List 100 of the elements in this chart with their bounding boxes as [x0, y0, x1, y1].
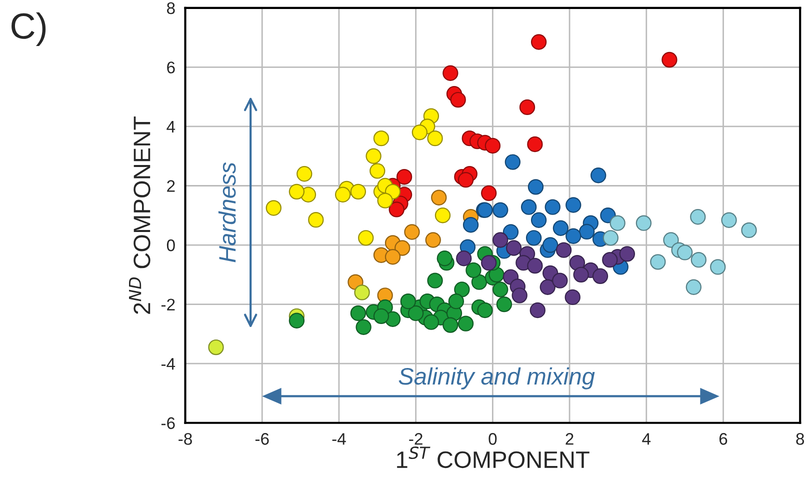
- point: [350, 305, 366, 322]
- point: [350, 184, 366, 200]
- point: [394, 240, 410, 256]
- point: [481, 254, 497, 271]
- point: [676, 244, 693, 260]
- point: [484, 138, 501, 154]
- x-tick-label: 6: [719, 433, 728, 445]
- point: [481, 185, 497, 201]
- point: [388, 202, 404, 218]
- point: [334, 186, 351, 202]
- point: [458, 172, 474, 188]
- point: [288, 312, 305, 328]
- point: [425, 232, 441, 248]
- x-axis-title: 1$^{ST}$ COMPONENT: [397, 446, 590, 468]
- point: [208, 339, 224, 356]
- point: [512, 288, 528, 304]
- point: [650, 254, 666, 270]
- point: [636, 215, 652, 231]
- point: [710, 259, 726, 275]
- point: [566, 197, 582, 213]
- point: [448, 294, 464, 310]
- point: [610, 215, 626, 231]
- annotation: Hardness: [218, 162, 236, 262]
- point: [566, 228, 582, 244]
- x-tick-label: -4: [332, 433, 346, 445]
- point: [492, 202, 508, 218]
- point: [358, 230, 374, 246]
- chart-title: C): [12, 12, 46, 46]
- point: [519, 99, 536, 116]
- point: [462, 217, 479, 233]
- y-tick-label: 0: [166, 239, 175, 252]
- point: [442, 65, 458, 81]
- y-tick-label: 8: [166, 2, 175, 14]
- point: [528, 179, 544, 195]
- point: [354, 284, 370, 300]
- point: [686, 279, 702, 295]
- point: [602, 230, 618, 246]
- y-tick-label: -2: [161, 298, 175, 310]
- point: [502, 224, 519, 240]
- point: [530, 302, 546, 318]
- point: [690, 252, 706, 268]
- x-tick-label: -6: [255, 433, 269, 445]
- point: [530, 34, 547, 50]
- point: [373, 308, 390, 324]
- point: [288, 184, 305, 200]
- point: [434, 208, 451, 224]
- point: [477, 302, 493, 318]
- point: [544, 199, 560, 215]
- point: [384, 249, 401, 265]
- point: [396, 169, 412, 185]
- point: [404, 224, 420, 240]
- point: [423, 314, 440, 330]
- point: [373, 130, 390, 146]
- point: [492, 232, 508, 248]
- point: [504, 154, 520, 170]
- point: [590, 168, 606, 184]
- point: [526, 230, 542, 246]
- point: [471, 274, 488, 290]
- x-tick-label: -2: [409, 433, 422, 445]
- point: [721, 212, 737, 228]
- y-tick-label: 2: [167, 180, 175, 192]
- point: [412, 124, 428, 140]
- y-tick-label: -6: [161, 417, 175, 430]
- point: [527, 258, 543, 274]
- x-tick-label: -8: [178, 433, 192, 445]
- point: [370, 163, 386, 179]
- y-tick-label: 4: [166, 121, 176, 133]
- point: [690, 209, 706, 225]
- point: [427, 130, 443, 146]
- point: [520, 199, 537, 215]
- point: [527, 136, 543, 152]
- point: [366, 148, 382, 164]
- point: [530, 212, 547, 228]
- point: [408, 305, 424, 322]
- point: [308, 212, 324, 228]
- point: [564, 289, 580, 306]
- point: [456, 250, 472, 266]
- x-tick-label: 2: [566, 433, 574, 445]
- point: [377, 192, 393, 208]
- point: [578, 224, 595, 240]
- point: [427, 272, 443, 288]
- point: [400, 294, 416, 310]
- point: [466, 262, 482, 278]
- annotation: Salinity and mixing: [398, 367, 595, 390]
- point: [431, 190, 447, 206]
- point: [619, 246, 636, 262]
- point: [573, 266, 589, 282]
- point: [556, 242, 572, 258]
- point: [741, 222, 757, 238]
- point: [592, 268, 608, 284]
- point: [496, 296, 512, 312]
- point: [356, 319, 372, 335]
- point: [552, 220, 569, 236]
- point: [552, 272, 568, 288]
- point: [266, 200, 282, 216]
- x-tick-label: 4: [642, 433, 651, 445]
- point: [542, 237, 558, 253]
- point: [454, 282, 470, 298]
- point: [436, 250, 452, 266]
- point: [442, 317, 458, 333]
